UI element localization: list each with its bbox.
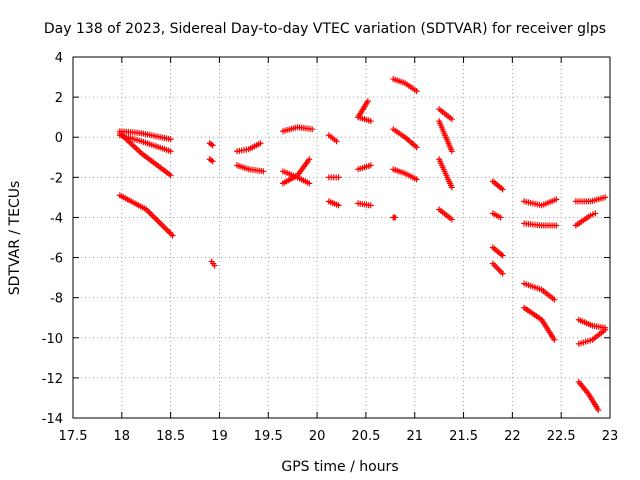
data-point xyxy=(333,138,340,145)
y-axis-ticks: 4 2 0 -2 -4 -6 -8 -10 -12 -14 xyxy=(42,51,610,427)
series-arc xyxy=(116,128,174,143)
y-tick-label: -4 xyxy=(50,211,63,226)
series-arc xyxy=(489,178,506,277)
data-point xyxy=(551,296,558,303)
data-point xyxy=(211,262,218,269)
series-arc xyxy=(390,214,399,221)
data-point xyxy=(208,157,215,164)
data-point xyxy=(167,148,174,155)
data-point xyxy=(553,196,560,203)
data-point xyxy=(499,252,506,259)
data-point xyxy=(367,202,374,209)
data-point xyxy=(367,162,374,169)
x-tick-label: 22.5 xyxy=(547,429,576,444)
data-point xyxy=(335,174,342,181)
data-point xyxy=(448,148,455,155)
data-point xyxy=(602,194,609,201)
series-arc xyxy=(575,326,609,347)
data-point xyxy=(167,172,174,179)
y-tick-label: -6 xyxy=(50,252,63,267)
series-arc xyxy=(390,76,420,95)
x-axis-ticks: 17.5 18 18.5 19 19.5 20 20.5 21 21.5 22 22.5 23 xyxy=(59,57,619,444)
series-arc xyxy=(572,194,609,205)
plot-frame xyxy=(72,56,611,419)
x-tick-label: 20 xyxy=(309,429,326,444)
data-point xyxy=(499,270,506,277)
series-arc xyxy=(572,210,599,229)
series-arc xyxy=(521,304,558,343)
data-point xyxy=(499,186,506,193)
data-point xyxy=(497,214,504,221)
y-tick-label: 2 xyxy=(55,91,63,106)
chart-title: Day 138 of 2023, Sidereal Day-to-day VTE… xyxy=(44,21,606,37)
data-point xyxy=(209,142,216,149)
series-arc xyxy=(390,126,420,151)
x-tick-label: 21.5 xyxy=(449,429,478,444)
data-point xyxy=(392,214,399,221)
series-arc xyxy=(521,280,558,303)
data-point xyxy=(208,141,215,148)
data-point xyxy=(413,88,420,95)
series-arc xyxy=(206,140,218,269)
series-arc xyxy=(116,132,174,155)
series-arc xyxy=(521,196,560,209)
x-tick-label: 17.5 xyxy=(59,429,88,444)
data-point xyxy=(602,326,609,333)
data-point xyxy=(413,176,420,183)
y-tick-label: -2 xyxy=(50,171,63,186)
data-point xyxy=(448,216,455,223)
data-point xyxy=(448,184,455,191)
y-axis-label: SDTVAR / TECUs xyxy=(7,181,23,296)
series-arc xyxy=(436,106,455,223)
series-arc xyxy=(575,316,609,331)
series-arc xyxy=(325,132,342,209)
series-arc xyxy=(279,124,316,135)
data-point xyxy=(595,406,602,413)
x-tick-label: 20.5 xyxy=(351,429,380,444)
series-arc xyxy=(521,220,560,229)
data-point xyxy=(367,118,374,125)
y-tick-label: 0 xyxy=(55,131,63,146)
data-point xyxy=(553,222,560,229)
x-tick-label: 19.5 xyxy=(254,429,283,444)
y-tick-label: -14 xyxy=(42,412,63,427)
data-point xyxy=(364,98,371,105)
x-tick-label: 21 xyxy=(406,429,423,444)
series-arc xyxy=(234,140,264,155)
series-arc xyxy=(279,168,313,187)
y-tick-label: -10 xyxy=(42,332,63,347)
gridlines xyxy=(73,57,610,418)
series-arc xyxy=(355,98,374,209)
data-point xyxy=(209,158,216,165)
y-tick-label: 4 xyxy=(55,51,63,66)
data-point xyxy=(257,140,264,147)
series-arc xyxy=(575,378,602,413)
data-point xyxy=(169,232,176,239)
data-point xyxy=(306,156,313,163)
data-point xyxy=(167,136,174,143)
x-tick-label: 23 xyxy=(602,429,619,444)
series-arc xyxy=(234,162,267,175)
data-point xyxy=(309,126,316,133)
x-axis-label: GPS time / hours xyxy=(281,459,398,475)
y-tick-label: -8 xyxy=(50,292,63,307)
x-tick-label: 22 xyxy=(504,429,521,444)
data-point xyxy=(306,180,313,187)
data-point xyxy=(335,202,342,209)
y-tick-label: -12 xyxy=(42,372,63,387)
data-point xyxy=(413,144,420,151)
x-tick-label: 18.5 xyxy=(156,429,185,444)
data-point xyxy=(448,116,455,123)
data-point xyxy=(260,168,267,175)
data-points xyxy=(116,76,609,413)
data-point xyxy=(592,210,599,217)
series-arc xyxy=(390,166,420,183)
x-tick-label: 18 xyxy=(114,429,131,444)
data-point xyxy=(551,336,558,343)
series-arc xyxy=(116,130,174,179)
series-arc xyxy=(116,192,176,239)
x-tick-label: 19 xyxy=(211,429,228,444)
